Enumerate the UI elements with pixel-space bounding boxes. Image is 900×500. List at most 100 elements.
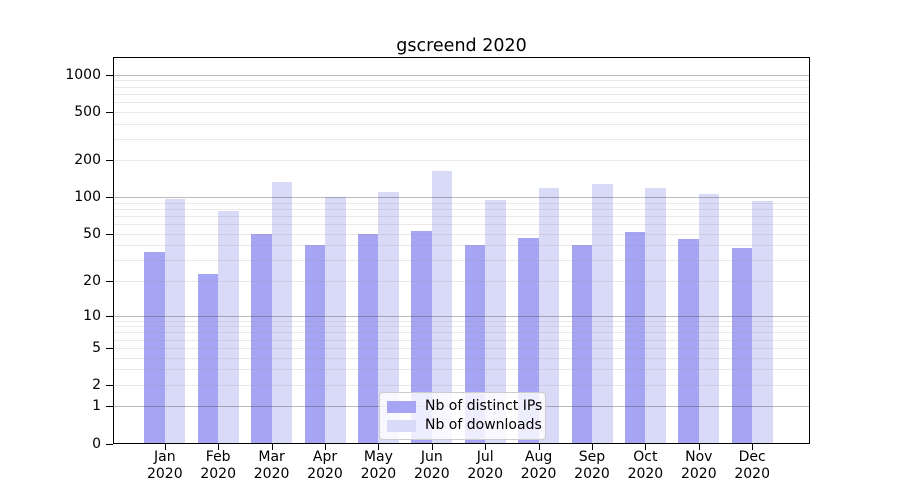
gridline-minor <box>113 80 810 82</box>
gridline-minor <box>113 245 810 247</box>
y-tick-label: 2 <box>92 376 101 393</box>
plot-area <box>113 57 810 444</box>
x-tick-label-jun: Jun 2020 <box>413 449 450 482</box>
gridline-minor <box>113 202 810 204</box>
bar-nb-of-downloads-sep <box>592 184 613 444</box>
x-tick-label-may: May 2020 <box>360 449 397 482</box>
bar-nb-of-distinct-ips-dec <box>731 247 753 444</box>
x-tick <box>538 444 540 450</box>
legend: Nb of distinct IPs Nb of downloads <box>379 392 546 440</box>
x-tick-label-nov: Nov 2020 <box>680 449 717 482</box>
gridline-minor <box>113 123 810 125</box>
y-tick-label: 0 <box>92 435 101 452</box>
gridline-minor <box>113 332 810 334</box>
legend-label: Nb of downloads <box>425 417 542 433</box>
x-tick-label-aug: Aug 2020 <box>520 449 557 482</box>
bar-nb-of-distinct-ips-jun <box>411 230 432 444</box>
y-tick-label: 5 <box>92 339 101 356</box>
x-tick-label-mar: Mar 2020 <box>253 449 290 482</box>
gridline-major <box>113 197 810 199</box>
gridline-minor <box>113 280 810 282</box>
gridline-major <box>113 74 810 76</box>
bar-nb-of-distinct-ips-may <box>357 233 379 444</box>
y-tick-label: 1000 <box>65 66 101 83</box>
gridline-minor <box>113 93 810 95</box>
legend-label: Nb of distinct IPs <box>425 398 543 414</box>
bar-nb-of-distinct-ips-mar <box>251 233 272 444</box>
bar-nb-of-downloads-nov <box>698 193 720 444</box>
y-tick <box>106 233 113 235</box>
gridline-minor <box>113 215 810 217</box>
y-tick <box>106 197 113 199</box>
x-tick <box>592 444 593 450</box>
gridline-minor <box>113 138 810 140</box>
y-tick-label: 50 <box>83 225 101 242</box>
bar-nb-of-downloads-mar <box>271 181 293 444</box>
bar-nb-of-distinct-ips-feb <box>197 273 219 444</box>
y-tick <box>106 74 113 76</box>
bar-nb-of-distinct-ips-apr <box>304 245 325 444</box>
bar-nb-of-distinct-ips-oct <box>624 231 646 444</box>
y-tick-label: 500 <box>74 103 101 120</box>
gridline-major <box>113 315 810 317</box>
x-tick <box>485 444 487 450</box>
gridline-minor <box>113 326 810 328</box>
x-tick-label-sep: Sep 2020 <box>574 449 610 482</box>
x-tick-label-oct: Oct 2020 <box>627 449 664 482</box>
y-tick-label: 200 <box>74 152 101 169</box>
y-tick-label: 100 <box>74 189 101 206</box>
x-tick <box>645 444 647 450</box>
gridline-minor <box>113 160 810 162</box>
bar-nb-of-downloads-jun <box>431 171 453 444</box>
gridline-minor <box>113 339 810 341</box>
x-tick-label-feb: Feb 2020 <box>200 449 236 482</box>
y-tick <box>106 384 113 386</box>
gridline-minor <box>113 101 810 103</box>
y-tick <box>106 406 113 408</box>
gridline-minor <box>113 224 810 226</box>
gridline-minor <box>113 208 810 210</box>
y-tick <box>106 160 113 162</box>
x-tick <box>752 444 754 450</box>
legend-item-nb-of-distinct-ips: Nb of distinct IPs <box>387 397 542 416</box>
gridline-minor <box>113 260 810 262</box>
gridline-minor <box>113 357 810 359</box>
y-tick <box>106 280 113 282</box>
gridline-minor <box>113 320 810 322</box>
bar-nb-of-downloads-feb <box>218 210 239 444</box>
x-tick-label-apr: Apr 2020 <box>307 449 343 482</box>
bar-nb-of-downloads-jul <box>485 199 506 444</box>
x-tick-label-jan: Jan 2020 <box>146 449 183 482</box>
bar-nb-of-downloads-dec <box>752 200 773 444</box>
x-tick <box>325 444 326 450</box>
y-tick-label: 1 <box>92 398 101 415</box>
x-tick <box>271 444 273 450</box>
gridline-minor <box>113 111 810 113</box>
chart-title: gscreend 2020 <box>396 36 527 56</box>
bar-nb-of-distinct-ips-jan <box>144 252 165 444</box>
x-tick <box>698 444 700 450</box>
gridline-minor <box>113 384 810 386</box>
gridline-minor <box>113 369 810 371</box>
x-tick-label-dec: Dec 2020 <box>734 449 770 482</box>
legend-item-nb-of-downloads: Nb of downloads <box>387 416 542 435</box>
legend-swatch-nb-of-distinct-ips <box>387 400 416 413</box>
bar-nb-of-downloads-aug <box>538 187 560 444</box>
y-tick-label: 20 <box>83 272 101 289</box>
gridline-minor <box>113 233 810 235</box>
bar-nb-of-distinct-ips-nov <box>678 239 699 444</box>
gridline-minor <box>113 347 810 349</box>
y-tick <box>106 443 113 445</box>
x-tick <box>378 444 380 450</box>
bar-nb-of-distinct-ips-sep <box>571 245 592 444</box>
y-tick <box>106 347 113 349</box>
legend-swatch-nb-of-downloads <box>387 419 416 432</box>
x-tick <box>164 444 166 450</box>
x-tick-label-jul: Jul 2020 <box>467 449 503 482</box>
x-tick <box>431 444 433 450</box>
bar-nb-of-downloads-oct <box>645 187 666 444</box>
bar-nb-of-downloads-apr <box>325 196 346 444</box>
bar-nb-of-downloads-jan <box>164 199 186 444</box>
y-tick <box>106 315 113 317</box>
